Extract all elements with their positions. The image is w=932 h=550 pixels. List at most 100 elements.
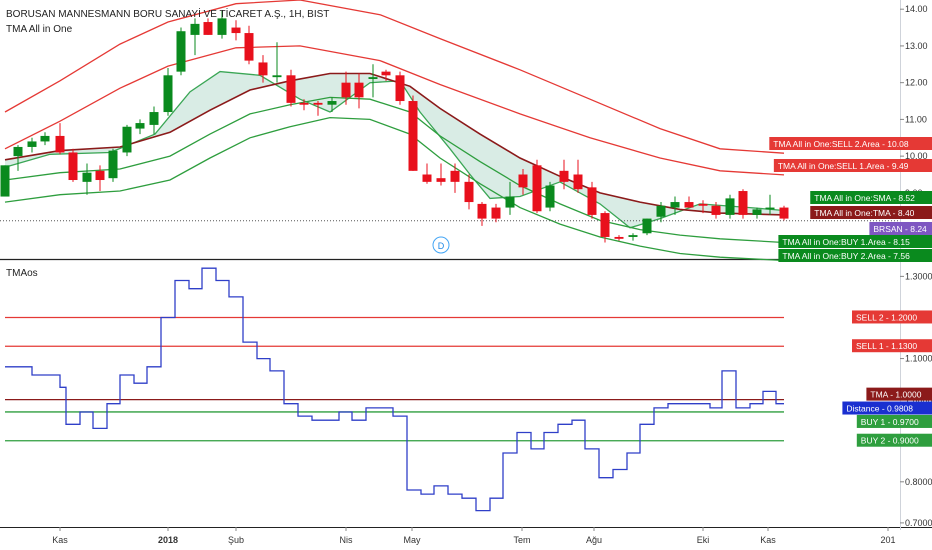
- osc-label: SELL 2 - 1.2000: [856, 312, 917, 322]
- osc-label-box: [856, 433, 932, 447]
- legend-title: BORUSAN MANNESMANN BORU SANAYİ VE TİCARE…: [6, 7, 329, 37]
- candle-body: [408, 101, 418, 171]
- candle-body: [395, 75, 405, 102]
- price-label: BRSAN - 8.24: [873, 224, 927, 234]
- candle-body: [82, 172, 92, 182]
- candle-body: [464, 181, 474, 203]
- osc-label-box: [866, 387, 932, 401]
- candle-body: [422, 174, 432, 182]
- candle-body: [0, 165, 10, 197]
- candle-body: [559, 170, 569, 182]
- candle-body: [532, 165, 542, 212]
- osc-series: [5, 267, 784, 512]
- band-sell-1-area: [4, 45, 785, 176]
- price-label: TMA All in One:BUY 1.Area - 8.15: [782, 237, 910, 247]
- candle-body: [13, 146, 23, 157]
- band-tma: [4, 72, 785, 216]
- time-tick-label: May: [403, 535, 421, 545]
- price-tick-label: 10.00: [905, 151, 928, 161]
- price-tick-label: 13.00: [905, 41, 928, 51]
- time-tick-label: Ağu: [586, 535, 602, 545]
- indicator-title[interactable]: TMA All in One: [6, 24, 73, 35]
- candle-body: [40, 135, 50, 142]
- osc-tick-label: 0.7000: [905, 518, 932, 528]
- indicator-bands: [0, 0, 900, 262]
- candle-body: [190, 23, 200, 35]
- time-tick-label: Şub: [228, 535, 244, 545]
- candle-body: [545, 185, 555, 208]
- price-label-box: [778, 235, 932, 248]
- candle-body: [656, 205, 666, 217]
- price-label-box: [810, 191, 932, 204]
- distance-label: Distance - 0.9808: [846, 404, 913, 414]
- time-tick-label: 2018: [158, 535, 178, 545]
- candle-body: [354, 82, 364, 98]
- candle-body: [752, 209, 762, 215]
- time-tick-label: Eki: [697, 535, 710, 545]
- candle-body: [642, 218, 652, 234]
- candle-body: [368, 77, 378, 79]
- osc-tick-label: 0.8000: [905, 477, 932, 487]
- candle-body: [108, 150, 118, 179]
- candles: [0, 11, 789, 243]
- candle-body: [176, 31, 186, 72]
- candle-body: [684, 202, 694, 208]
- candle-body: [27, 141, 37, 147]
- osc-tick-label: 1.1000: [905, 354, 932, 364]
- time-tick-label: 201: [880, 535, 895, 545]
- candle-body: [491, 207, 501, 219]
- time-axis: Kas 2018 Şub Nis May Tem Ağu Eki Kas 201: [52, 527, 896, 545]
- candle-body: [135, 123, 145, 129]
- candle-body: [600, 213, 610, 237]
- band-sell-2-area: [4, 0, 785, 154]
- symbol-title: BORUSAN MANNESMANN BORU SANAYİ VE TİCARE…: [6, 9, 330, 20]
- time-tick-label: Kas: [52, 535, 68, 545]
- candle-body: [149, 112, 159, 125]
- price-label-box: [769, 137, 932, 150]
- osc-label: TMA - 1.0000: [870, 390, 921, 400]
- candle-body: [341, 82, 351, 98]
- time-tick-label: Nis: [340, 535, 353, 545]
- price-label-box: [778, 249, 932, 262]
- candle-body: [163, 75, 173, 113]
- price-label: TMA All in One:SMA - 8.52: [814, 193, 915, 203]
- candle-body: [299, 102, 309, 105]
- candle-body: [450, 170, 460, 182]
- candle-body: [670, 202, 680, 208]
- candle-body: [518, 174, 528, 188]
- osc-label: BUY 1 - 0.9700: [861, 417, 919, 427]
- candle-body: [765, 207, 775, 210]
- candle-body: [505, 196, 515, 208]
- dividend-marker[interactable]: D: [432, 236, 450, 254]
- osc-labels: SELL 2 - 1.2000 SELL 1 - 1.1300 TMA - 1.00…: [842, 310, 932, 447]
- candle-body: [203, 22, 213, 35]
- candle-body: [587, 187, 597, 215]
- price-tick-label: 14.00: [905, 4, 928, 14]
- price-label: TMA All in One:TMA - 8.40: [814, 208, 914, 218]
- candle-body: [122, 126, 132, 153]
- candle-body: [95, 170, 105, 181]
- candle-body: [272, 75, 282, 78]
- oscillator-title[interactable]: TMAos: [6, 268, 38, 279]
- price-tick-label: 11.00: [905, 114, 927, 124]
- candle-body: [244, 33, 254, 61]
- price-label-box: [773, 159, 932, 172]
- candle-body: [628, 235, 638, 237]
- candle-body: [477, 203, 487, 219]
- price-tick-label: 12.00: [905, 78, 928, 88]
- candle-body: [55, 135, 65, 153]
- distance-label-box: [842, 401, 932, 415]
- price-label-box: [810, 206, 932, 219]
- price-label-box: [869, 222, 932, 235]
- price-label: TMA All in One:SELL 2.Area - 10.08: [773, 139, 909, 149]
- candle-body: [231, 27, 241, 34]
- candle-body: [779, 207, 789, 219]
- candle-body: [313, 102, 323, 105]
- osc-tick-label: 1.3000: [905, 271, 932, 281]
- osc-label-box: [852, 310, 932, 324]
- candle-body: [725, 198, 735, 215]
- candle-body: [68, 152, 78, 181]
